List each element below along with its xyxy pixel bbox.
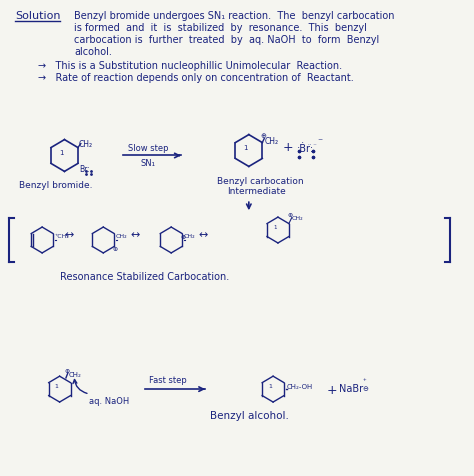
Text: 1: 1 <box>55 384 59 388</box>
Text: ⊖: ⊖ <box>362 386 368 392</box>
Text: Solution: Solution <box>15 11 61 21</box>
FancyArrowPatch shape <box>73 379 87 393</box>
Text: CH₂: CH₂ <box>116 234 128 239</box>
Text: CH₂: CH₂ <box>292 216 303 221</box>
Text: CH₂: CH₂ <box>79 139 93 149</box>
Text: ⁺: ⁺ <box>362 379 366 385</box>
Text: Slow step: Slow step <box>128 144 168 152</box>
Text: ↔: ↔ <box>199 230 208 240</box>
Text: 1: 1 <box>268 384 272 388</box>
Text: →   Rate of reaction depends only on concentration of  Reactant.: → Rate of reaction depends only on conce… <box>38 73 354 83</box>
Text: ↔: ↔ <box>64 230 74 240</box>
Text: ⊕: ⊕ <box>180 235 185 239</box>
Text: ⁺CH₂: ⁺CH₂ <box>55 234 70 239</box>
Text: is formed  and  it  is  stabilized  by  resonance.  This  benzyl: is formed and it is stabilized by resona… <box>74 23 367 33</box>
Text: Fast step: Fast step <box>149 376 187 385</box>
Text: CH₂-OH: CH₂-OH <box>287 384 313 390</box>
Text: :Ḃr:: :Ḃr: <box>297 144 314 154</box>
Text: ⊕: ⊕ <box>260 133 266 139</box>
Text: ·· ··: ·· ·· <box>308 141 317 147</box>
Text: Benzyl alcohol.: Benzyl alcohol. <box>210 411 289 421</box>
Text: Benzyl bromide undergoes SN₁ reaction.  The  benzyl carbocation: Benzyl bromide undergoes SN₁ reaction. T… <box>74 11 395 21</box>
Text: SN₁: SN₁ <box>140 159 155 169</box>
Text: aq. NaOH: aq. NaOH <box>89 397 129 406</box>
Text: +: + <box>327 384 337 397</box>
Text: 1: 1 <box>244 145 248 150</box>
Text: 1: 1 <box>59 149 64 156</box>
Text: Benzyl bromide.: Benzyl bromide. <box>19 181 92 190</box>
Text: Resonance Stabilized Carbocation.: Resonance Stabilized Carbocation. <box>60 272 229 282</box>
Text: ⁻: ⁻ <box>318 138 323 148</box>
Text: CH₂: CH₂ <box>184 234 195 239</box>
Text: →   This is a Substitution nucleophillic Unimolecular  Reaction.: → This is a Substitution nucleophillic U… <box>38 61 342 71</box>
Text: ↔: ↔ <box>131 230 140 240</box>
Text: ⊕: ⊕ <box>64 369 69 374</box>
Text: +: + <box>283 141 293 154</box>
Text: Benzyl carbocation: Benzyl carbocation <box>217 178 303 187</box>
Text: Intermediate: Intermediate <box>228 187 286 196</box>
Text: CH₂: CH₂ <box>69 372 82 378</box>
Text: ⊕: ⊕ <box>288 213 293 218</box>
Text: ⊕: ⊕ <box>112 248 118 252</box>
Text: alcohol.: alcohol. <box>74 47 112 57</box>
Text: CH₂: CH₂ <box>264 137 278 146</box>
Text: 1: 1 <box>273 225 277 229</box>
Text: Br:: Br: <box>79 166 90 174</box>
Text: carbocation is  further  treated  by  aq. NaOH  to  form  Benzyl: carbocation is further treated by aq. Na… <box>74 35 379 45</box>
Text: NaBr: NaBr <box>339 384 363 394</box>
